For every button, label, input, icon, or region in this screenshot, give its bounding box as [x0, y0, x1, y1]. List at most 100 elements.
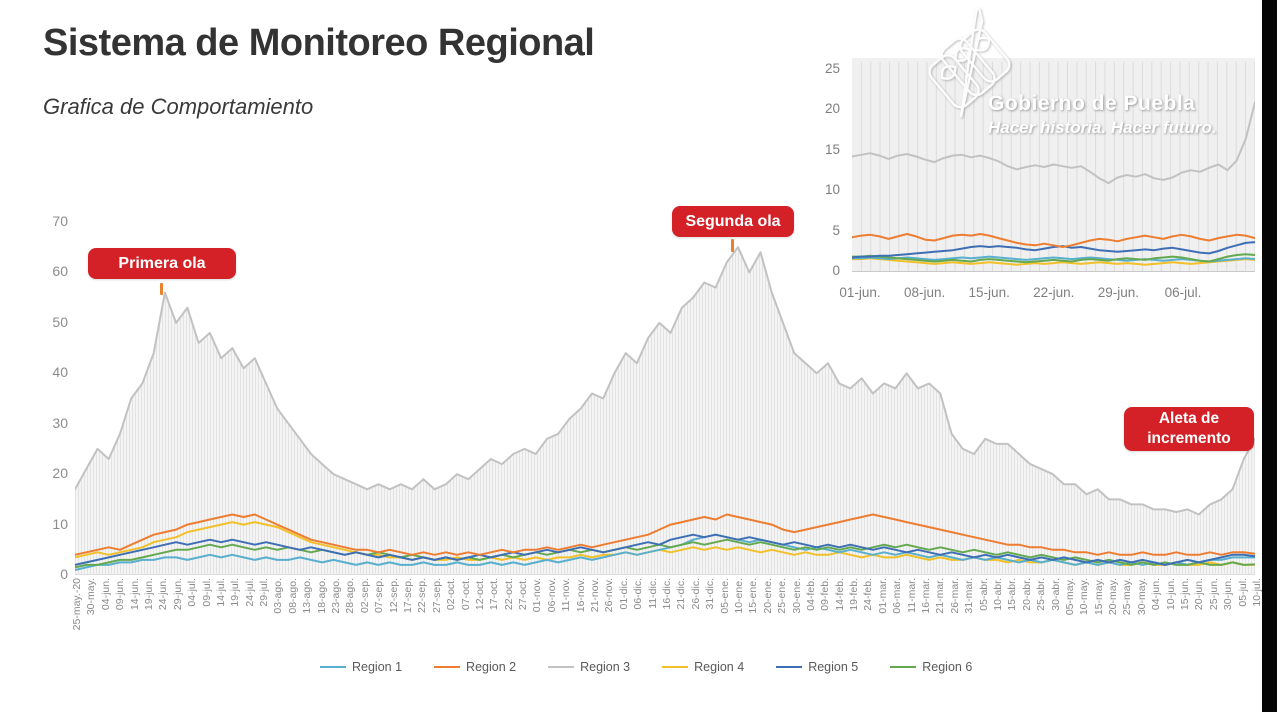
- main-y-tick-label: 30: [52, 414, 68, 431]
- main-x-tick-label: 24-feb.: [862, 578, 875, 611]
- legend-label: Region 5: [808, 660, 859, 674]
- main-x-tick-label: 28-ago.: [344, 578, 357, 614]
- main-x-tick-label: 29-jul.: [258, 578, 271, 607]
- main-x-tick-label: 26-dic.: [689, 578, 702, 610]
- inset-y-tick-label: 10: [824, 182, 840, 198]
- legend-color-dash-icon: [776, 665, 803, 669]
- main-x-tick-label: 05-ene.: [718, 578, 731, 614]
- main-x-tick-label: 11-mar.: [905, 578, 918, 613]
- main-x-tick-label: 25-may.-20: [71, 578, 83, 631]
- main-x-tick-label: 24-jun.: [157, 578, 170, 611]
- main-x-tick-label: 20-jun.: [1193, 578, 1206, 611]
- main-x-tick-label: 15-jun.: [1179, 578, 1192, 611]
- inset-x-tick-label: 06-jul.: [1164, 285, 1202, 300]
- main-x-tick-label: 24-jul.: [243, 578, 256, 607]
- main-x-tick-label: 21-dic.: [675, 578, 688, 610]
- main-line-chart: [75, 246, 1255, 575]
- inset-x-tick-label: 15-jun.: [968, 285, 1010, 300]
- main-y-tick-label: 10: [52, 515, 68, 532]
- legend-color-dash-icon: [320, 665, 346, 669]
- main-x-tick-label: 30-may.: [85, 578, 98, 616]
- increase-alert-callout: Aleta de incremento: [1124, 407, 1254, 451]
- main-y-tick-label: 70: [52, 213, 68, 229]
- main-x-tick-label: 04-jun.: [99, 578, 112, 611]
- chart-legend: Region 1 Region 2 Region 3 Region 4 Region 5…: [320, 660, 972, 674]
- main-x-tick-label: 10-may.: [1078, 578, 1091, 616]
- main-x-tick-label: 05-abr.: [977, 578, 990, 611]
- main-x-tick-label: 16-dic.: [661, 578, 673, 610]
- main-x-tick-label: 15-ene.: [747, 578, 760, 614]
- main-x-tick-label: 14-jun.: [128, 578, 141, 611]
- main-x-tick-label: 04-jun.: [1150, 578, 1163, 611]
- second-wave-leader-tick: [731, 239, 734, 252]
- legend-item: Region 2: [434, 660, 516, 674]
- legend-color-dash-icon: [662, 665, 689, 669]
- main-x-tick-label: 30-jun.: [1222, 578, 1235, 611]
- main-x-tick-label: 04-jul.: [186, 578, 199, 607]
- main-x-tick-label: 10-jun.: [1164, 578, 1177, 611]
- main-x-tick-label: 02-oct.: [445, 578, 458, 611]
- main-y-tick-label: 0: [60, 566, 68, 582]
- main-x-tick-label: 26-nov.: [603, 578, 616, 613]
- main-x-tick-label: 16-nov.: [574, 578, 587, 613]
- main-x-tick-label: 21-nov.: [589, 578, 602, 613]
- main-x-tick-label: 18-ago.: [315, 578, 328, 614]
- main-x-tick-label: 01-mar.: [876, 578, 889, 614]
- main-x-tick-label: 07-sep.: [373, 578, 386, 614]
- main-x-tick-label: 19-jul.: [229, 578, 242, 607]
- legend-label: Region 2: [466, 660, 517, 674]
- main-x-tick-label: 27-oct.: [517, 578, 530, 611]
- legend-item: Region 6: [890, 660, 972, 674]
- main-x-tick-label: 13-ago.: [301, 578, 314, 614]
- main-x-tick-label: 25-may.: [1121, 578, 1134, 616]
- main-x-tick-label: 02-sep.: [358, 578, 371, 614]
- main-x-tick-label: 03-ago.: [272, 578, 285, 614]
- main-x-tick-label: 05-jul.: [1236, 578, 1249, 607]
- inset-y-tick-label: 20: [824, 101, 840, 117]
- main-x-tick-label: 31-mar.: [963, 578, 976, 614]
- screen-edge-bar: [1262, 0, 1277, 712]
- main-x-tick-label: 15-may.: [1092, 578, 1105, 616]
- legend-item: Region 1: [320, 660, 402, 674]
- main-x-tick-label: 29-jun.: [171, 578, 184, 611]
- main-y-tick-label: 60: [52, 263, 68, 280]
- inset-x-tick-label: 01-jun.: [839, 285, 881, 300]
- legend-color-dash-icon: [548, 665, 575, 669]
- main-x-tick-label: 15-abr.: [1006, 578, 1019, 611]
- main-x-tick-label: 27-sep.: [430, 578, 443, 614]
- first-wave-leader-tick: [160, 283, 163, 295]
- legend-label: Region 1: [352, 660, 403, 674]
- inset-y-tick-label: 15: [824, 141, 840, 157]
- legend-item: Region 3: [548, 660, 630, 674]
- first-wave-callout: Primera ola: [88, 248, 236, 279]
- main-x-tick-label: 19-jun.: [142, 578, 155, 611]
- main-x-tick-label: 10-ene.: [732, 578, 745, 614]
- main-x-tick-label: 25-jun.: [1207, 578, 1220, 611]
- legend-label: Region 3: [580, 660, 631, 674]
- inset-y-tick-label: 0: [832, 263, 840, 278]
- inset-line-chart: [852, 58, 1255, 272]
- main-x-tick-label: 01-dic.: [617, 578, 630, 610]
- inset-x-tick-label: 29-jun.: [1097, 285, 1140, 300]
- main-x-tick-label: 30-abr.: [1049, 578, 1062, 611]
- main-x-tick-label: 19-feb.: [848, 578, 861, 611]
- legend-item: Region 4: [662, 660, 744, 674]
- second-wave-callout: Segunda ola: [672, 206, 794, 237]
- inset-x-tick-label: 22-jun.: [1033, 285, 1075, 300]
- main-x-tick-label: 12-oct.: [473, 578, 486, 611]
- main-x-tick-label: 22-oct.: [502, 578, 515, 611]
- main-x-tick-label: 12-sep.: [387, 578, 400, 614]
- main-x-tick-label: 06-nov.: [545, 578, 558, 613]
- main-x-tick-label: 10-abr.: [991, 578, 1004, 611]
- main-x-tick-label: 01-nov.: [531, 578, 544, 613]
- main-x-tick-label: 20-abr.: [1020, 578, 1033, 611]
- main-x-tick-label: 08-ago.: [286, 578, 299, 614]
- main-x-tick-label: 25-abr.: [1035, 578, 1048, 611]
- inset-x-tick-label: 08-jun.: [903, 285, 946, 300]
- main-x-tick-label: 09-jun.: [114, 578, 127, 611]
- main-x-tick-label: 30-ene.: [790, 578, 803, 614]
- main-x-tick-label: 14-jul.: [214, 578, 227, 607]
- main-y-tick-label: 40: [52, 364, 68, 381]
- main-x-tick-label: 17-oct.: [488, 578, 501, 611]
